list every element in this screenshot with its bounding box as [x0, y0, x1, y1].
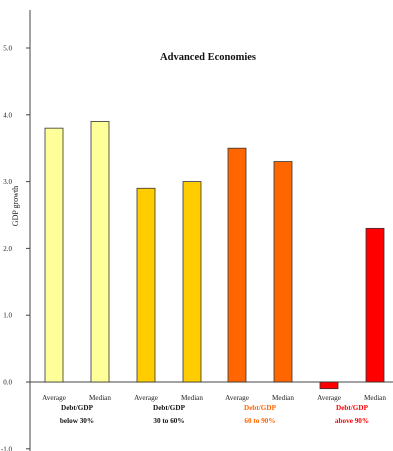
bar-category-label: Average [134, 394, 158, 402]
group-label-line1: Debt/GDP [336, 404, 369, 412]
bar [273, 161, 293, 383]
bar [44, 127, 64, 383]
y-tick-label: -1.0 [1, 445, 13, 451]
bar-category-label: Average [317, 394, 341, 402]
bar-category-label: Median [89, 394, 111, 402]
bar-category-label: Median [272, 394, 294, 402]
y-tick-label: 1.0 [3, 312, 12, 320]
bar [182, 181, 202, 383]
group-label-line1: Debt/GDP [153, 404, 186, 412]
y-axis-label: GDP growth [11, 186, 20, 226]
bar-category-label: Average [42, 394, 66, 402]
y-tick-label: 2.0 [3, 245, 12, 253]
group-label-line2: below 30% [60, 417, 94, 425]
group-label-line1: Debt/GDP [61, 404, 94, 412]
y-tick-label: 0.0 [3, 379, 12, 387]
bar [319, 381, 339, 390]
bar-category-label: Average [225, 394, 249, 402]
y-tick-label: 4.0 [3, 111, 12, 119]
group-labels: Debt/GDP below 30% Debt/GDP 30 to 60% Debt/G… [60, 404, 369, 425]
bar [227, 147, 247, 383]
bar [136, 187, 156, 383]
chart-title: Advanced Economies [160, 52, 256, 63]
bar-category-label: Median [364, 394, 386, 402]
y-tick-label: 3.0 [3, 178, 12, 186]
y-tick-label: 5.0 [3, 45, 12, 53]
group-label-line2: 60 to 90% [244, 417, 275, 425]
bar [90, 121, 110, 383]
group-label-line2: above 90% [335, 417, 369, 425]
bar [365, 227, 385, 383]
group-label-line2: 30 to 60% [153, 417, 184, 425]
y-ticks: -1.0 0.0 1.0 2.0 3.0 4.0 5.0 [1, 45, 30, 451]
group-label-line1: Debt/GDP [244, 404, 277, 412]
bar-category-label: Median [181, 394, 203, 402]
bar-labels: Average Median Average Median Average Median A… [42, 394, 386, 402]
bars [44, 121, 385, 390]
